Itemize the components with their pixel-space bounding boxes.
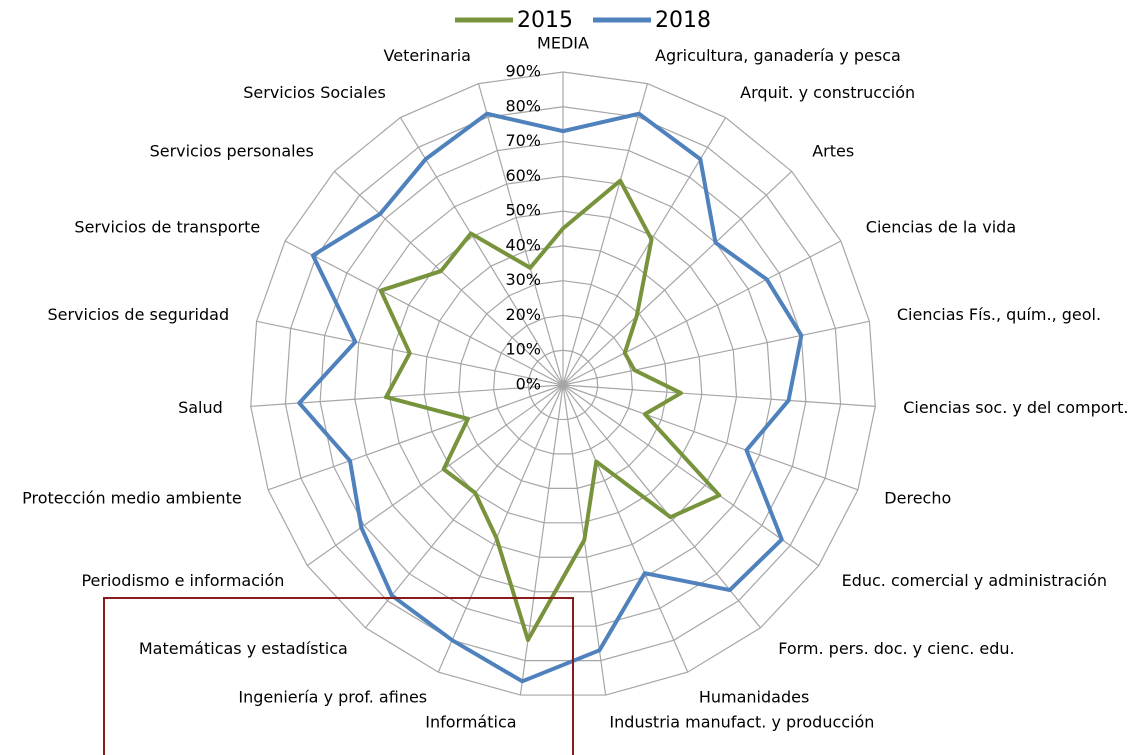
highlight-box	[103, 597, 574, 755]
spoke	[562, 83, 649, 386]
grid-ring	[319, 140, 807, 627]
legend-label: 2015	[517, 8, 573, 33]
y-tick-label: 80%	[505, 96, 541, 115]
category-label: Salud	[178, 398, 223, 417]
category-label: Servicios personales	[150, 142, 314, 161]
spoke	[399, 117, 564, 386]
category-label: Informática	[425, 712, 516, 731]
category-label: Ingeniería y prof. afines	[238, 687, 427, 706]
category-label: Educ. comercial y administración	[842, 571, 1107, 590]
spoke	[562, 320, 870, 386]
spoke	[562, 240, 842, 386]
grid-ring	[527, 349, 599, 421]
legend-label: 2018	[655, 8, 711, 33]
spoke	[477, 83, 564, 386]
y-tick-label: 0%	[516, 375, 541, 394]
grid-ring	[354, 175, 772, 593]
category-label: Ciencias de la vida	[866, 218, 1016, 237]
category-label: Form. pers. doc. y cienc. edu.	[778, 639, 1014, 658]
spoke	[562, 384, 876, 407]
category-label: Matemáticas y estadística	[139, 639, 348, 658]
category-label: Humanidades	[699, 687, 809, 706]
spoke	[519, 384, 564, 696]
category-label: Protección medio ambiente	[22, 489, 242, 508]
y-tick-label: 50%	[505, 201, 541, 220]
spoke	[365, 384, 564, 629]
spoke	[267, 384, 564, 491]
y-tick-label: 10%	[505, 340, 541, 359]
category-label: MEDIA	[537, 34, 589, 53]
spoke	[284, 240, 564, 386]
spoke	[562, 117, 727, 386]
category-label: Industria manufact. y producción	[609, 712, 874, 731]
series-line	[378, 178, 722, 642]
y-tick-label: 60%	[505, 166, 541, 185]
series-line	[297, 111, 804, 684]
category-label: Derecho	[884, 489, 951, 508]
category-label: Veterinaria	[384, 46, 471, 65]
category-label: Servicios de seguridad	[47, 305, 229, 324]
y-tick-label: 30%	[505, 270, 541, 289]
category-label: Arquit. y construcción	[740, 83, 915, 102]
spoke	[562, 384, 761, 629]
y-tick-label: 40%	[505, 235, 541, 254]
y-tick-label: 90%	[505, 62, 541, 81]
grid-ring	[388, 210, 738, 558]
spoke	[562, 384, 820, 566]
category-label: Servicios Sociales	[243, 83, 386, 102]
grid-ring	[493, 314, 633, 455]
grid-ring	[250, 71, 876, 696]
y-tick-label: 20%	[505, 305, 541, 324]
spoke	[437, 384, 564, 673]
category-label: Agricultura, ganadería y pesca	[655, 46, 901, 65]
category-label: Servicios de transporte	[74, 218, 260, 237]
category-label: Ciencias soc. y del comport.	[903, 398, 1128, 417]
spoke	[333, 170, 564, 386]
spoke	[562, 384, 689, 673]
spoke	[562, 384, 859, 491]
grid-ring	[458, 280, 668, 489]
y-tick-label: 70%	[505, 131, 541, 150]
spoke	[562, 170, 793, 386]
category-label: Periodismo e información	[81, 571, 284, 590]
grid-ring	[423, 245, 703, 524]
spoke	[306, 384, 564, 566]
spoke	[250, 384, 564, 407]
category-label: Artes	[812, 142, 854, 161]
category-label: Ciencias Fís., quím., geol.	[897, 305, 1101, 324]
